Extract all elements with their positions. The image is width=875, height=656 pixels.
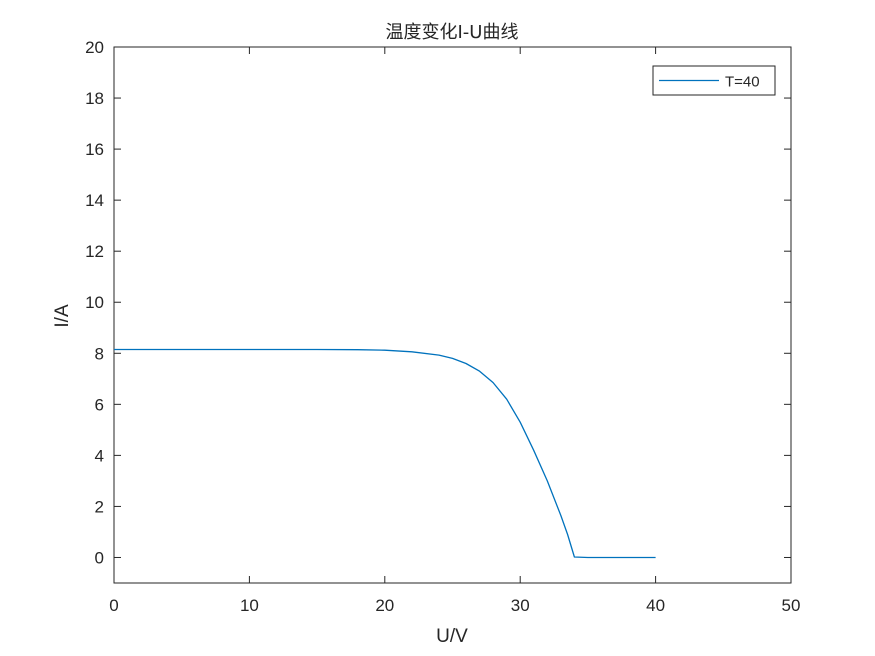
plot-area: 0 10 20 30 40 50 0 2 4 6 8 10 12 14 16 18 20 T=40 <box>85 38 800 615</box>
y-tick-label: 16 <box>85 140 104 159</box>
y-axis-label: I/A <box>52 304 73 328</box>
y-tick-label: 18 <box>85 89 104 108</box>
y-tick-label: 6 <box>95 395 104 414</box>
y-tick-label: 14 <box>85 191 104 210</box>
x-tick-label: 50 <box>782 596 801 615</box>
chart-title: 温度变化I-U曲线 <box>386 22 519 43</box>
x-tick-label: 20 <box>375 596 394 615</box>
y-tick-label: 10 <box>85 293 104 312</box>
series-line <box>114 348 656 559</box>
x-tick-label: 30 <box>511 596 530 615</box>
x-tick-label: 10 <box>240 596 259 615</box>
legend-label: T=40 <box>725 74 760 91</box>
x-axis-label: U/V <box>436 626 468 647</box>
y-tick-label: 8 <box>95 344 104 363</box>
y-tick-label: 12 <box>85 242 104 261</box>
y-tick-label: 20 <box>85 38 104 57</box>
x-tick-label: 0 <box>109 596 118 615</box>
y-tick-label: 0 <box>95 548 104 567</box>
axes-box <box>113 46 792 584</box>
x-tick-label: 40 <box>646 596 665 615</box>
y-tick-label: 4 <box>95 446 104 465</box>
y-tick-label: 2 <box>95 497 104 516</box>
